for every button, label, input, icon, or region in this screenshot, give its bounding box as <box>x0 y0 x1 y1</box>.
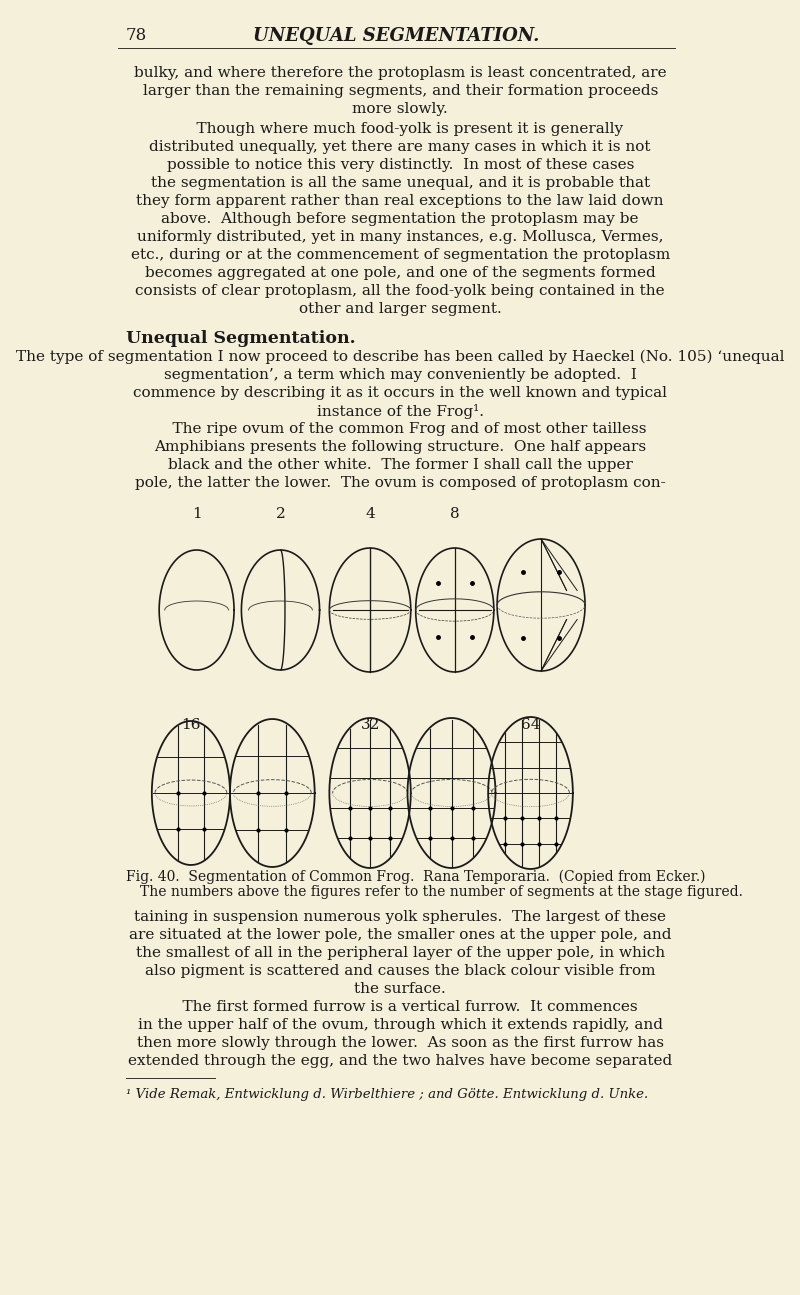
Text: pole, the latter the lower.  The ovum is composed of protoplasm con-: pole, the latter the lower. The ovum is … <box>135 477 666 490</box>
Text: Amphibians presents the following structure.  One half appears: Amphibians presents the following struct… <box>154 440 646 455</box>
Text: in the upper half of the ovum, through which it extends rapidly, and: in the upper half of the ovum, through w… <box>138 1018 662 1032</box>
Text: bulky, and where therefore the protoplasm is least concentrated, are: bulky, and where therefore the protoplas… <box>134 66 666 80</box>
Text: taining in suspension numerous yolk spherules.  The largest of these: taining in suspension numerous yolk sphe… <box>134 910 666 925</box>
Text: 16: 16 <box>181 717 201 732</box>
Text: etc., during or at the commencement of segmentation the protoplasm: etc., during or at the commencement of s… <box>130 249 670 262</box>
Text: The numbers above the figures refer to the number of segments at the stage figur: The numbers above the figures refer to t… <box>141 884 743 899</box>
Text: larger than the remaining segments, and their formation proceeds: larger than the remaining segments, and … <box>142 84 658 98</box>
Text: ¹ Vide Remak, Entwicklung d. Wirbelthiere ; and Götte. Entwicklung d. Unke.: ¹ Vide Remak, Entwicklung d. Wirbelthier… <box>126 1088 648 1101</box>
Text: possible to notice this very distinctly.  In most of these cases: possible to notice this very distinctly.… <box>166 158 634 172</box>
Text: they form apparent rather than real exceptions to the law laid down: they form apparent rather than real exce… <box>137 194 664 208</box>
Text: uniformly distributed, yet in many instances, e.g. Mollusca, Vermes,: uniformly distributed, yet in many insta… <box>137 231 663 243</box>
Text: instance of the Frog¹.: instance of the Frog¹. <box>317 404 484 420</box>
Text: other and larger segment.: other and larger segment. <box>299 302 502 316</box>
Text: Fig. 40.  Segmentation of Common Frog.  Rana Temporaria.  (Copied from Ecker.): Fig. 40. Segmentation of Common Frog. Ra… <box>126 870 706 884</box>
Text: the segmentation is all the same unequal, and it is probable that: the segmentation is all the same unequal… <box>150 176 650 190</box>
Text: commence by describing it as it occurs in the well known and typical: commence by describing it as it occurs i… <box>133 386 667 400</box>
Text: UNEQUAL SEGMENTATION.: UNEQUAL SEGMENTATION. <box>253 27 539 45</box>
Text: segmentation’, a term which may conveniently be adopted.  I: segmentation’, a term which may convenie… <box>164 368 637 382</box>
Text: 32: 32 <box>360 717 380 732</box>
Text: distributed unequally, yet there are many cases in which it is not: distributed unequally, yet there are man… <box>150 140 651 154</box>
Text: the surface.: the surface. <box>354 982 446 996</box>
Text: more slowly.: more slowly. <box>352 102 448 117</box>
Text: 1: 1 <box>192 508 202 521</box>
Text: extended through the egg, and the two halves have become separated: extended through the egg, and the two ha… <box>128 1054 672 1068</box>
Text: are situated at the lower pole, the smaller ones at the upper pole, and: are situated at the lower pole, the smal… <box>129 929 671 941</box>
Text: 4: 4 <box>365 508 375 521</box>
Text: above.  Although before segmentation the protoplasm may be: above. Although before segmentation the … <box>162 212 639 227</box>
Text: becomes aggregated at one pole, and one of the segments formed: becomes aggregated at one pole, and one … <box>145 265 655 280</box>
Text: The first formed furrow is a vertical furrow.  It commences: The first formed furrow is a vertical fu… <box>163 1000 638 1014</box>
Text: The type of segmentation I now proceed to describe has been called by Haeckel (N: The type of segmentation I now proceed t… <box>16 350 785 364</box>
Text: 8: 8 <box>450 508 459 521</box>
Text: 78: 78 <box>126 27 147 44</box>
Text: 2: 2 <box>276 508 286 521</box>
Text: Unequal Segmentation.: Unequal Segmentation. <box>126 330 355 347</box>
Text: The ripe ovum of the common Frog and of most other tailless: The ripe ovum of the common Frog and of … <box>154 422 647 436</box>
Text: Though where much food-yolk is present it is generally: Though where much food-yolk is present i… <box>177 122 623 136</box>
Text: also pigment is scattered and causes the black colour visible from: also pigment is scattered and causes the… <box>145 963 655 978</box>
Text: black and the other white.  The former I shall call the upper: black and the other white. The former I … <box>168 458 633 471</box>
Text: then more slowly through the lower.  As soon as the first furrow has: then more slowly through the lower. As s… <box>137 1036 664 1050</box>
Text: the smallest of all in the peripheral layer of the upper pole, in which: the smallest of all in the peripheral la… <box>136 947 665 960</box>
Text: 64: 64 <box>521 717 540 732</box>
Text: consists of clear protoplasm, all the food-yolk being contained in the: consists of clear protoplasm, all the fo… <box>135 284 665 298</box>
